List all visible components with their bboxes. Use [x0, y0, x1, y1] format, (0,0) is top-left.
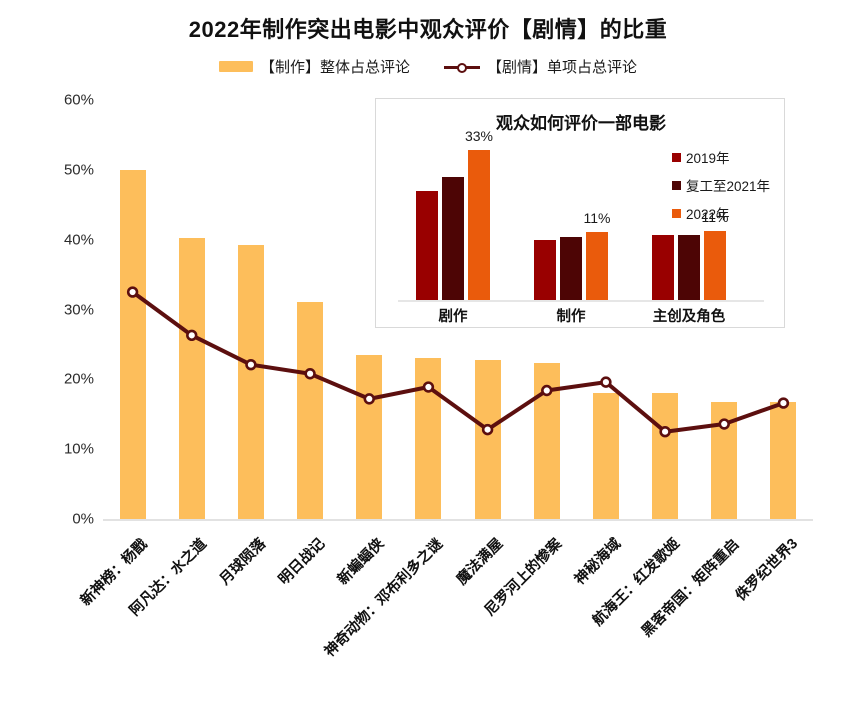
- bar-阿凡达：水之道[interactable]: [178, 237, 205, 519]
- x-axis-tick-label: 新蝙蝠侠: [335, 535, 388, 589]
- inset-legend-swatch-icon: [671, 180, 681, 190]
- inset-bar-制作-复工至2021年[interactable]: [560, 237, 582, 300]
- y-axis-tick-label: 20%: [63, 370, 94, 388]
- inset-x-axis-baseline: [398, 300, 764, 302]
- inset-bar-主创及角色-复工至2021年[interactable]: [678, 234, 700, 300]
- inset-data-label: 33%: [464, 127, 494, 144]
- inset-category-label: 主创及角色: [652, 309, 726, 325]
- inset-category-label: 剧作: [438, 309, 468, 325]
- x-axis-tick-label: 明日战记: [275, 535, 329, 589]
- inset-chart-panel: 观众如何评价一部电影 2019年 复工至2021年 2022年 33% 11% 11% …: [375, 98, 785, 328]
- x-axis-tick-label: 月球陨落: [216, 535, 270, 589]
- bar-月球陨落[interactable]: [237, 245, 264, 519]
- inset-data-label: 11%: [583, 209, 611, 226]
- inset-legend-swatch-icon: [671, 208, 681, 218]
- inset-bar-主创及角色-2022年[interactable]: [704, 230, 726, 300]
- inset-bar-主创及角色-2019年[interactable]: [652, 234, 674, 300]
- chart-legend: 【制作】整体占总评论 【剧情】单项占总评论: [0, 56, 856, 77]
- legend-swatch-bar-icon: [218, 61, 253, 72]
- inset-legend-swatch-icon: [671, 152, 681, 162]
- y-axis-tick-label: 10%: [63, 440, 94, 458]
- inset-legend-label: 复工至2021年: [685, 179, 770, 194]
- legend-swatch-line-icon: [444, 61, 480, 73]
- bar-明日战记[interactable]: [297, 301, 324, 519]
- bar-魔法满屋[interactable]: [474, 359, 501, 519]
- y-axis-tick-label: 50%: [63, 161, 94, 179]
- inset-legend-item-2019年: 2019年: [671, 147, 770, 167]
- inset-bar-剧作-2022年[interactable]: [468, 149, 490, 300]
- inset-category-label: 制作: [556, 309, 586, 325]
- inset-legend-label: 2019年: [685, 151, 730, 166]
- bar-神秘海域[interactable]: [592, 393, 619, 519]
- x-axis-tick-label: 魔法满屋: [453, 535, 506, 589]
- inset-bar-制作-2019年[interactable]: [534, 239, 556, 300]
- inset-legend-label: 2022年: [685, 207, 730, 222]
- legend-item-bar-series: 【制作】整体占总评论: [218, 56, 410, 77]
- page-title: 2022年制作突出电影中观众评价【剧情】的比重: [188, 17, 668, 42]
- inset-legend-item-复工至2021年: 复工至2021年: [671, 175, 770, 195]
- bar-尼罗河上的惨案[interactable]: [533, 363, 560, 519]
- legend-label-bar-series: 【制作】整体占总评论: [259, 59, 410, 76]
- x-axis-tick-label: 侏罗纪世界3: [732, 536, 802, 605]
- inset-bar-制作-2022年[interactable]: [586, 231, 608, 300]
- inset-chart-title: 观众如何评价一部电影: [496, 114, 666, 133]
- y-axis-tick-label: 40%: [63, 231, 94, 249]
- legend-label-line-series: 【剧情】单项占总评论: [487, 59, 638, 76]
- inset-chart-legend: 2019年复工至2021年 2022年: [671, 147, 770, 231]
- bar-新蝙蝠侠[interactable]: [356, 354, 383, 519]
- line-marker-神秘海域[interactable]: 神秘海域 19.6%: [600, 376, 612, 388]
- bar-侏罗纪世界3[interactable]: [770, 402, 797, 519]
- inset-legend-item-2022年: 2022年: [671, 203, 770, 223]
- bar-新神榜：杨戬[interactable]: [119, 169, 146, 519]
- x-axis-baseline: [103, 519, 813, 521]
- bar-黑客帝国：矩阵重启[interactable]: [711, 402, 738, 519]
- x-axis-tick-label: 神秘海域: [571, 535, 625, 589]
- inset-data-label: 11%: [701, 208, 729, 225]
- y-axis-tick-label: 30%: [63, 301, 94, 318]
- bar-神奇动物：邓布利多之谜[interactable]: [415, 357, 442, 519]
- bar-航海王：红发歌姬[interactable]: [652, 393, 679, 519]
- y-axis-tick-label: 60%: [63, 91, 94, 109]
- inset-bar-剧作-复工至2021年[interactable]: [442, 177, 464, 300]
- inset-bar-剧作-2019年[interactable]: [416, 191, 438, 300]
- y-axis-tick-label: 0%: [72, 510, 94, 528]
- legend-item-line-series: 【剧情】单项占总评论: [444, 56, 637, 77]
